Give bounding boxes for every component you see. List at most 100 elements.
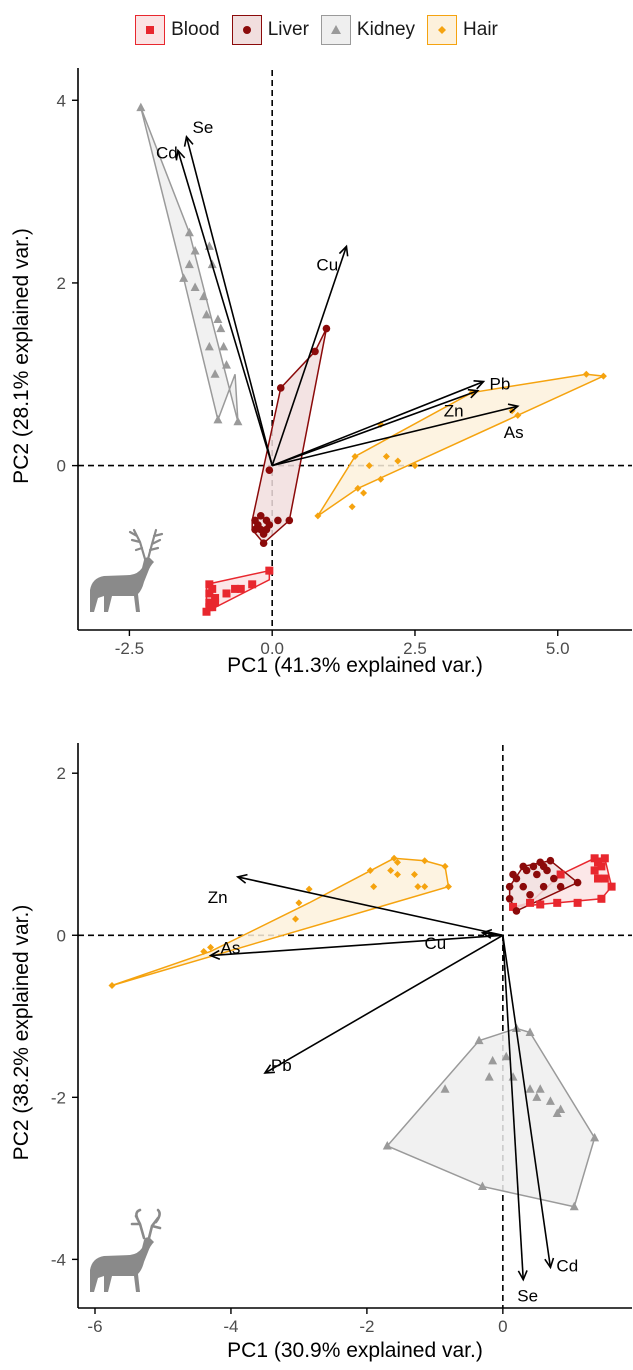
- point-hair: [365, 462, 373, 470]
- diamond-marker-icon: [438, 26, 447, 34]
- point-hair: [370, 883, 378, 891]
- point-kidney: [525, 1027, 535, 1036]
- loading-arrow-as: [271, 405, 518, 467]
- point-kidney: [590, 1132, 600, 1142]
- point-kidney: [210, 369, 220, 378]
- point-liver: [539, 882, 548, 891]
- point-hair: [414, 883, 422, 891]
- point-kidney: [221, 360, 231, 369]
- loading-label-cu: Cu: [424, 934, 446, 953]
- legend-key-kidney: [320, 15, 351, 45]
- point-blood: [222, 589, 231, 598]
- point-hair: [351, 452, 359, 460]
- legend-label-blood: Blood: [171, 19, 220, 40]
- point-hair: [421, 857, 429, 865]
- point-kidney: [501, 1051, 511, 1061]
- point-hair: [200, 947, 208, 955]
- x-tick-label: -2: [359, 1317, 374, 1336]
- point-liver: [262, 525, 271, 534]
- pca-biplot-bottom: Zn As Cu Pb Se Cd -6 -4 -2 0 -4 -2 0 2 PC1 (30.9% expl…: [10, 743, 632, 1362]
- x-tick-label: -6: [87, 1317, 102, 1336]
- y-tick-label: 2: [57, 274, 66, 293]
- point-hair: [354, 484, 362, 492]
- point-hair: [421, 883, 429, 891]
- point-hair: [390, 854, 398, 862]
- x-tick-label: 5.0: [546, 639, 570, 658]
- triangle-marker-icon: [330, 25, 341, 34]
- point-hair: [599, 372, 607, 380]
- legend-item-blood[interactable]: Blood: [135, 15, 220, 45]
- point-liver: [285, 516, 294, 525]
- loading-label-pb: Pb: [490, 375, 511, 394]
- legend-key-liver: [231, 15, 262, 45]
- point-kidney: [184, 259, 194, 269]
- point-kidney: [199, 291, 209, 301]
- point-blood: [202, 607, 211, 616]
- hull-kidney: [386, 1027, 596, 1208]
- red-deer-icon: [90, 528, 164, 612]
- loading-arrow-as: [210, 934, 503, 957]
- point-liver: [533, 870, 541, 879]
- legend-label-hair: Hair: [463, 19, 498, 40]
- point-hair: [441, 862, 449, 870]
- y-tick-label: 0: [57, 926, 66, 945]
- point-kidney: [216, 323, 226, 333]
- loading-arrow-cu: [482, 932, 503, 937]
- point-blood: [236, 584, 245, 593]
- point-hair: [514, 411, 522, 419]
- y-axis-title: PC2 (28.1% explained var.): [10, 228, 33, 484]
- legend-item-hair[interactable]: Hair: [427, 15, 498, 45]
- y-tick-label: 2: [57, 764, 66, 783]
- point-blood: [265, 566, 274, 575]
- point-hair: [582, 370, 590, 378]
- y-axis-title: PC2 (38.2% explained var.): [10, 905, 33, 1161]
- point-liver: [265, 466, 274, 474]
- arrowhead-zn: [235, 873, 248, 884]
- point-hair: [394, 457, 402, 465]
- point-kidney: [136, 102, 146, 112]
- point-hair: [360, 489, 368, 497]
- point-liver: [512, 907, 521, 915]
- point-kidney: [179, 273, 189, 282]
- point-blood: [205, 598, 214, 607]
- x-tick-label: 2.5: [403, 639, 427, 658]
- loading-arrow-cd: [502, 935, 552, 1268]
- legend-item-liver[interactable]: Liver: [231, 15, 309, 45]
- point-liver: [573, 878, 582, 887]
- point-hair: [305, 885, 313, 893]
- point-blood: [248, 580, 257, 589]
- legend-key-blood: [135, 15, 166, 45]
- y-tick-label: -2: [51, 1088, 66, 1107]
- point-liver: [526, 890, 534, 899]
- x-tick-label: 0.0: [260, 639, 284, 658]
- point-liver: [546, 856, 555, 865]
- legend-item-kidney[interactable]: Kidney: [320, 15, 415, 45]
- point-liver: [505, 882, 514, 891]
- legend-label-liver: Liver: [267, 19, 309, 40]
- loading-arrow-zn: [271, 389, 479, 467]
- point-liver: [311, 347, 319, 356]
- point-blood: [509, 902, 518, 911]
- x-axis-title: PC1 (30.9% explained var.): [227, 1339, 483, 1362]
- arrowhead-pb: [473, 380, 486, 390]
- point-hair: [410, 870, 418, 878]
- point-blood: [526, 898, 535, 907]
- hull-hair: [317, 373, 607, 517]
- arrowhead-cu: [480, 928, 493, 939]
- point-blood: [553, 898, 562, 907]
- point-blood: [205, 603, 214, 612]
- point-blood: [556, 870, 565, 879]
- point-kidney: [213, 314, 223, 323]
- point-blood: [607, 882, 616, 891]
- point-liver: [550, 874, 558, 883]
- point-blood: [597, 894, 606, 903]
- point-kidney: [202, 309, 212, 319]
- square-marker-icon: [146, 26, 155, 34]
- circle-marker-icon: [242, 26, 251, 34]
- point-blood: [211, 598, 220, 607]
- y-tick-label: -4: [51, 1250, 66, 1269]
- loading-label-se: Se: [517, 1287, 538, 1306]
- point-kidney: [535, 1084, 545, 1093]
- loading-label-as: As: [504, 423, 524, 442]
- point-hair: [382, 452, 390, 460]
